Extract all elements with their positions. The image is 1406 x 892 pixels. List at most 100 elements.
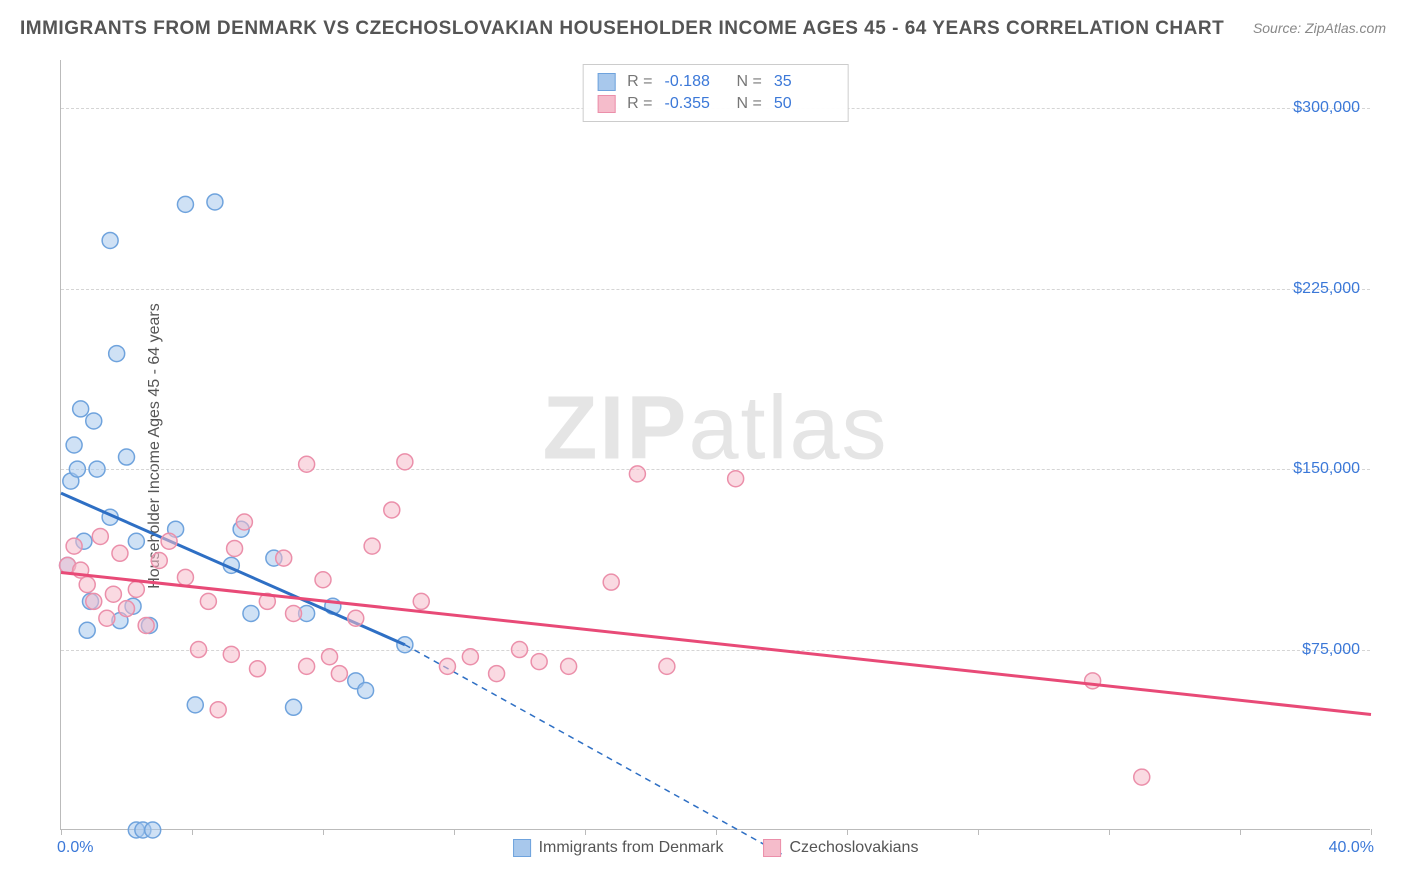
x-tick [192, 829, 193, 835]
scatter-point-czech [286, 605, 302, 621]
scatter-point-czech [299, 456, 315, 472]
x-tick [978, 829, 979, 835]
scatter-point-czech [276, 550, 292, 566]
scatter-point-denmark [358, 682, 374, 698]
scatter-point-czech [177, 569, 193, 585]
scatter-point-denmark [177, 196, 193, 212]
scatter-point-czech [1134, 769, 1150, 785]
scatter-point-czech [322, 649, 338, 665]
legend-n-label: N = [737, 95, 762, 113]
scatter-point-czech [512, 642, 528, 658]
scatter-point-czech [66, 538, 82, 554]
scatter-point-denmark [243, 605, 259, 621]
scatter-point-denmark [86, 413, 102, 429]
legend-swatch-denmark [597, 73, 615, 91]
legend-n-value-denmark: 35 [774, 73, 834, 91]
legend-swatch-czech [597, 95, 615, 113]
scatter-point-denmark [102, 232, 118, 248]
legend-n-label: N = [737, 73, 762, 91]
scatter-point-czech [210, 702, 226, 718]
scatter-point-denmark [69, 461, 85, 477]
scatter-point-denmark [119, 449, 135, 465]
legend-stats-box: R = -0.188 N = 35 R = -0.355 N = 50 [582, 64, 849, 122]
scatter-point-czech [629, 466, 645, 482]
legend-r-value-czech: -0.355 [665, 95, 725, 113]
scatter-point-czech [79, 577, 95, 593]
scatter-point-czech [364, 538, 380, 554]
trend-line-ext-denmark [405, 645, 782, 854]
trend-line-czech [61, 573, 1371, 715]
scatter-point-czech [315, 572, 331, 588]
scatter-point-czech [138, 617, 154, 633]
scatter-point-czech [397, 454, 413, 470]
scatter-point-czech [489, 666, 505, 682]
x-tick [847, 829, 848, 835]
scatter-point-czech [413, 593, 429, 609]
scatter-point-czech [99, 610, 115, 626]
scatter-point-czech [92, 528, 108, 544]
scatter-point-denmark [207, 194, 223, 210]
scatter-point-denmark [73, 401, 89, 417]
x-tick [1240, 829, 1241, 835]
scatter-point-denmark [79, 622, 95, 638]
x-tick [61, 829, 62, 835]
chart-container: IMMIGRANTS FROM DENMARK VS CZECHOSLOVAKI… [0, 0, 1406, 892]
scatter-point-czech [531, 654, 547, 670]
scatter-point-denmark [109, 346, 125, 362]
plot-area: ZIPatlas $75,000$150,000$225,000$300,000… [60, 60, 1370, 830]
legend-label-denmark: Immigrants from Denmark [539, 839, 724, 857]
scatter-point-czech [227, 540, 243, 556]
scatter-point-czech [119, 601, 135, 617]
scatter-point-czech [384, 502, 400, 518]
legend-label-czech: Czechoslovakians [789, 839, 918, 857]
chart-title: IMMIGRANTS FROM DENMARK VS CZECHOSLOVAKI… [20, 18, 1224, 40]
x-tick [585, 829, 586, 835]
scatter-point-czech [161, 533, 177, 549]
x-axis-max-label: 40.0% [1329, 839, 1374, 857]
scatter-point-czech [299, 658, 315, 674]
x-tick [1109, 829, 1110, 835]
scatter-point-czech [603, 574, 619, 590]
legend-r-value-denmark: -0.188 [665, 73, 725, 91]
scatter-point-czech [191, 642, 207, 658]
scatter-point-czech [200, 593, 216, 609]
scatter-point-denmark [66, 437, 82, 453]
x-tick [323, 829, 324, 835]
legend-item-denmark: Immigrants from Denmark [513, 839, 724, 857]
scatter-point-czech [561, 658, 577, 674]
scatter-point-czech [462, 649, 478, 665]
legend-n-value-czech: 50 [774, 95, 834, 113]
scatter-point-czech [151, 553, 167, 569]
scatter-point-czech [250, 661, 266, 677]
scatter-point-czech [659, 658, 675, 674]
legend-series-box: Immigrants from Denmark Czechoslovakians [513, 839, 919, 857]
scatter-point-denmark [89, 461, 105, 477]
x-tick [454, 829, 455, 835]
x-axis-min-label: 0.0% [57, 839, 93, 857]
legend-r-label: R = [627, 95, 652, 113]
scatter-point-czech [348, 610, 364, 626]
x-tick [716, 829, 717, 835]
scatter-svg [61, 60, 1370, 829]
scatter-point-czech [105, 586, 121, 602]
scatter-point-czech [223, 646, 239, 662]
scatter-point-czech [439, 658, 455, 674]
scatter-point-denmark [187, 697, 203, 713]
scatter-point-czech [331, 666, 347, 682]
scatter-point-czech [128, 581, 144, 597]
scatter-point-czech [236, 514, 252, 530]
legend-stats-row-denmark: R = -0.188 N = 35 [597, 71, 834, 93]
legend-swatch-denmark-bottom [513, 839, 531, 857]
legend-item-czech: Czechoslovakians [763, 839, 918, 857]
scatter-point-denmark [128, 533, 144, 549]
scatter-point-czech [86, 593, 102, 609]
scatter-point-denmark [286, 699, 302, 715]
scatter-point-denmark [145, 822, 161, 838]
legend-stats-row-czech: R = -0.355 N = 50 [597, 93, 834, 115]
legend-swatch-czech-bottom [763, 839, 781, 857]
source-attribution: Source: ZipAtlas.com [1253, 20, 1386, 36]
scatter-point-czech [112, 545, 128, 561]
legend-r-label: R = [627, 73, 652, 91]
x-tick [1371, 829, 1372, 835]
scatter-point-czech [728, 471, 744, 487]
